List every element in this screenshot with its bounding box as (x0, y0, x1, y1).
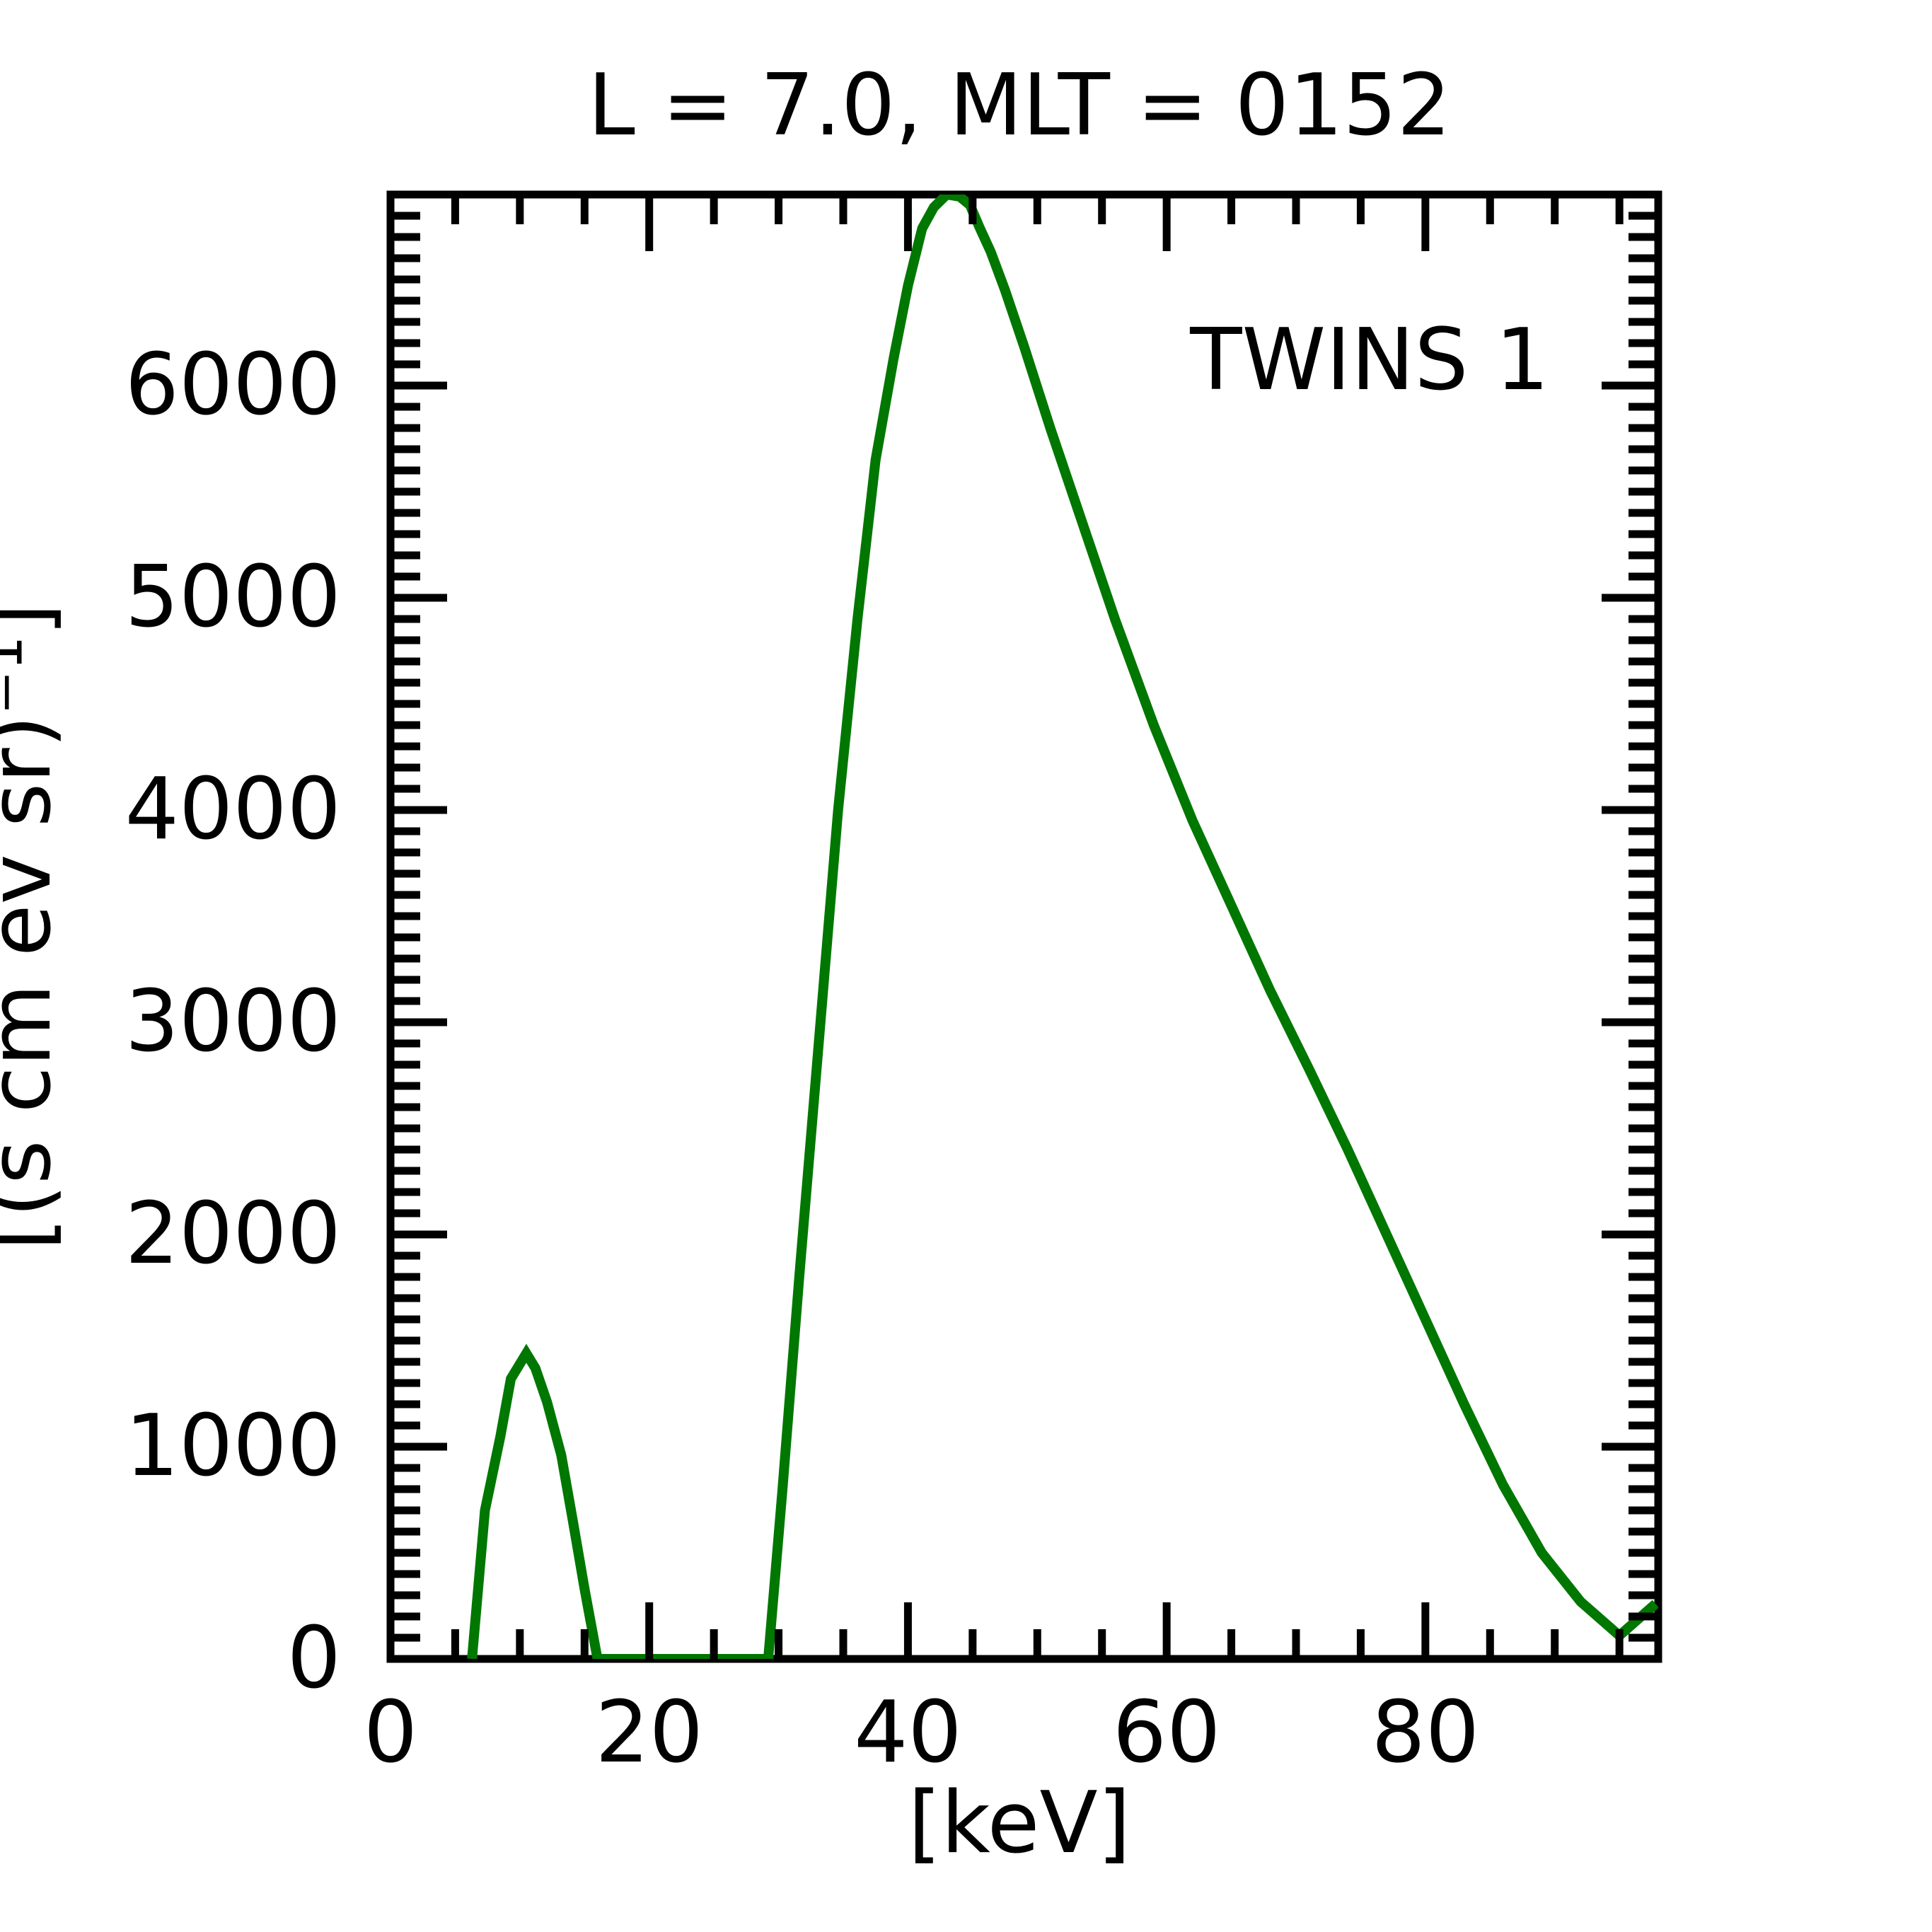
x-tick-label: 80 (1372, 1684, 1480, 1782)
legend-label: TWINS 1 (1189, 311, 1549, 410)
series-layer (467, 195, 1658, 1659)
y-axis-label: [(s cm ev sr)⁻¹] (0, 603, 70, 1250)
x-tick-label: 40 (854, 1684, 962, 1782)
y-tick-label: 5000 (125, 548, 341, 647)
y-tick-label: 6000 (125, 336, 341, 434)
y-tick-label: 3000 (125, 973, 341, 1071)
y-tick-label: 1000 (125, 1397, 341, 1496)
axis-ticks (386, 190, 1658, 1663)
x-tick-label: 0 (364, 1684, 417, 1782)
x-tick-label: 20 (595, 1684, 703, 1782)
plot-area (386, 190, 1662, 1663)
x-axis-label: [keV] (908, 1774, 1131, 1873)
x-tick-label: 60 (1113, 1684, 1221, 1782)
y-tick-label: 0 (287, 1609, 341, 1708)
y-tick-label: 2000 (125, 1185, 341, 1283)
plot-frame (386, 190, 1662, 1663)
tick-labels: 0 20 40 60 80 0 1000 2000 3000 4000 5000 6000 (125, 336, 1480, 1782)
series-line-0 (467, 195, 1658, 1659)
y-tick-label: 4000 (125, 760, 341, 859)
chart-title: L = 7.0, MLT = 0152 (588, 57, 1451, 155)
